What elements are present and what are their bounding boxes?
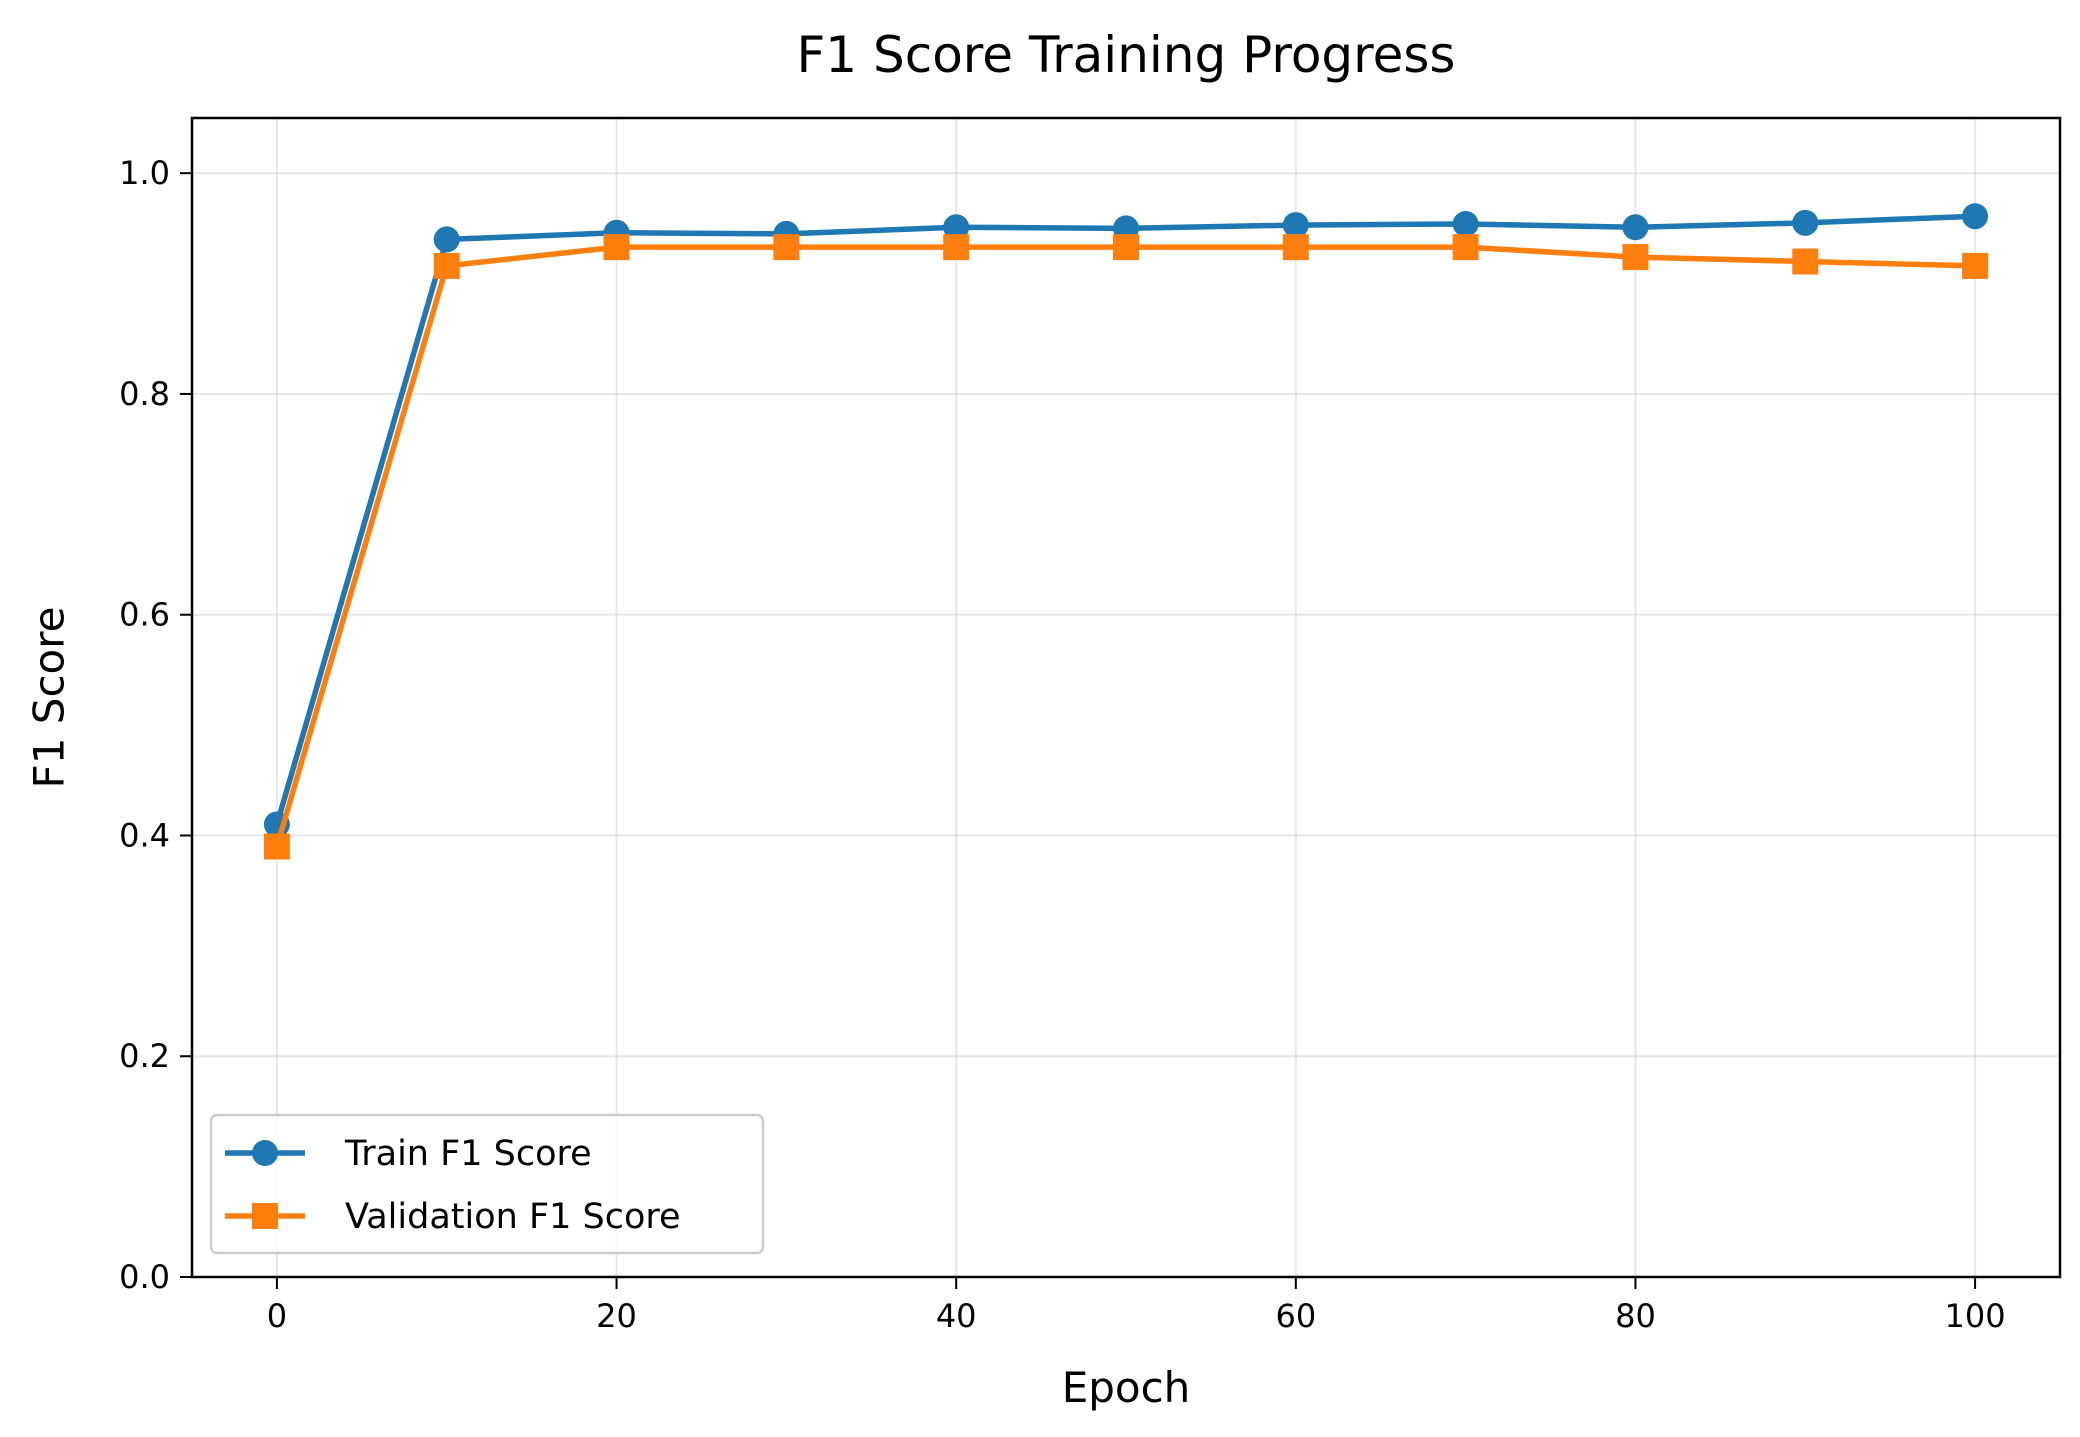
legend-marker <box>252 1140 278 1166</box>
y-tick-label: 1.0 <box>119 154 170 192</box>
legend-label: Train F1 Score <box>344 1134 592 1174</box>
data-point <box>1282 234 1309 261</box>
data-point <box>1792 209 1819 236</box>
data-point <box>1282 212 1309 239</box>
data-point <box>263 833 290 860</box>
chart-title: F1 Score Training Progress <box>797 26 1456 84</box>
data-point <box>1792 248 1819 275</box>
y-tick-label: 0.2 <box>119 1037 170 1075</box>
y-tick-label: 0.6 <box>119 596 170 634</box>
series-layer <box>263 203 1989 860</box>
x-tick-label: 20 <box>596 1297 637 1335</box>
data-point <box>1962 252 1989 279</box>
x-tick-label: 0 <box>267 1297 287 1335</box>
data-point <box>943 234 970 261</box>
data-point <box>943 214 970 241</box>
series-validation <box>263 234 1989 860</box>
legend-label: Validation F1 Score <box>345 1197 681 1237</box>
data-point <box>773 234 800 261</box>
x-tick-label: 40 <box>936 1297 977 1335</box>
data-point <box>1452 210 1479 237</box>
y-tick-label: 0.8 <box>119 375 170 413</box>
legend: Train F1 Score Validation F1 Score <box>209 1113 765 1255</box>
data-point <box>433 226 460 253</box>
legend-item: Validation F1 Score <box>225 1197 681 1237</box>
data-point <box>1452 234 1479 261</box>
data-point <box>433 252 460 279</box>
data-point <box>603 234 630 261</box>
y-tick-label: 0.4 <box>119 816 170 854</box>
data-point <box>1622 214 1649 241</box>
x-axis-title: Epoch <box>1062 1363 1191 1412</box>
legend-box <box>209 1113 765 1255</box>
axis-ticks: 0 20 40 60 80 100 0.0 0.2 0.4 0.6 0.8 1.0 <box>119 154 2006 1335</box>
y-axis-title: F1 Score <box>25 607 74 789</box>
data-point <box>1113 234 1139 261</box>
data-point <box>1622 244 1649 271</box>
x-tick-label: 60 <box>1275 1297 1316 1335</box>
data-point <box>1962 203 1989 230</box>
legend-items: Train F1 Score Validation F1 Score <box>225 1134 681 1237</box>
plot-frame <box>190 116 2062 1279</box>
x-tick-label: 100 <box>1945 1297 2006 1335</box>
x-tick-label: 80 <box>1615 1297 1656 1335</box>
y-tick-label: 0.0 <box>119 1258 170 1296</box>
legend-item: Train F1 Score <box>225 1134 592 1174</box>
legend-marker <box>252 1203 278 1229</box>
